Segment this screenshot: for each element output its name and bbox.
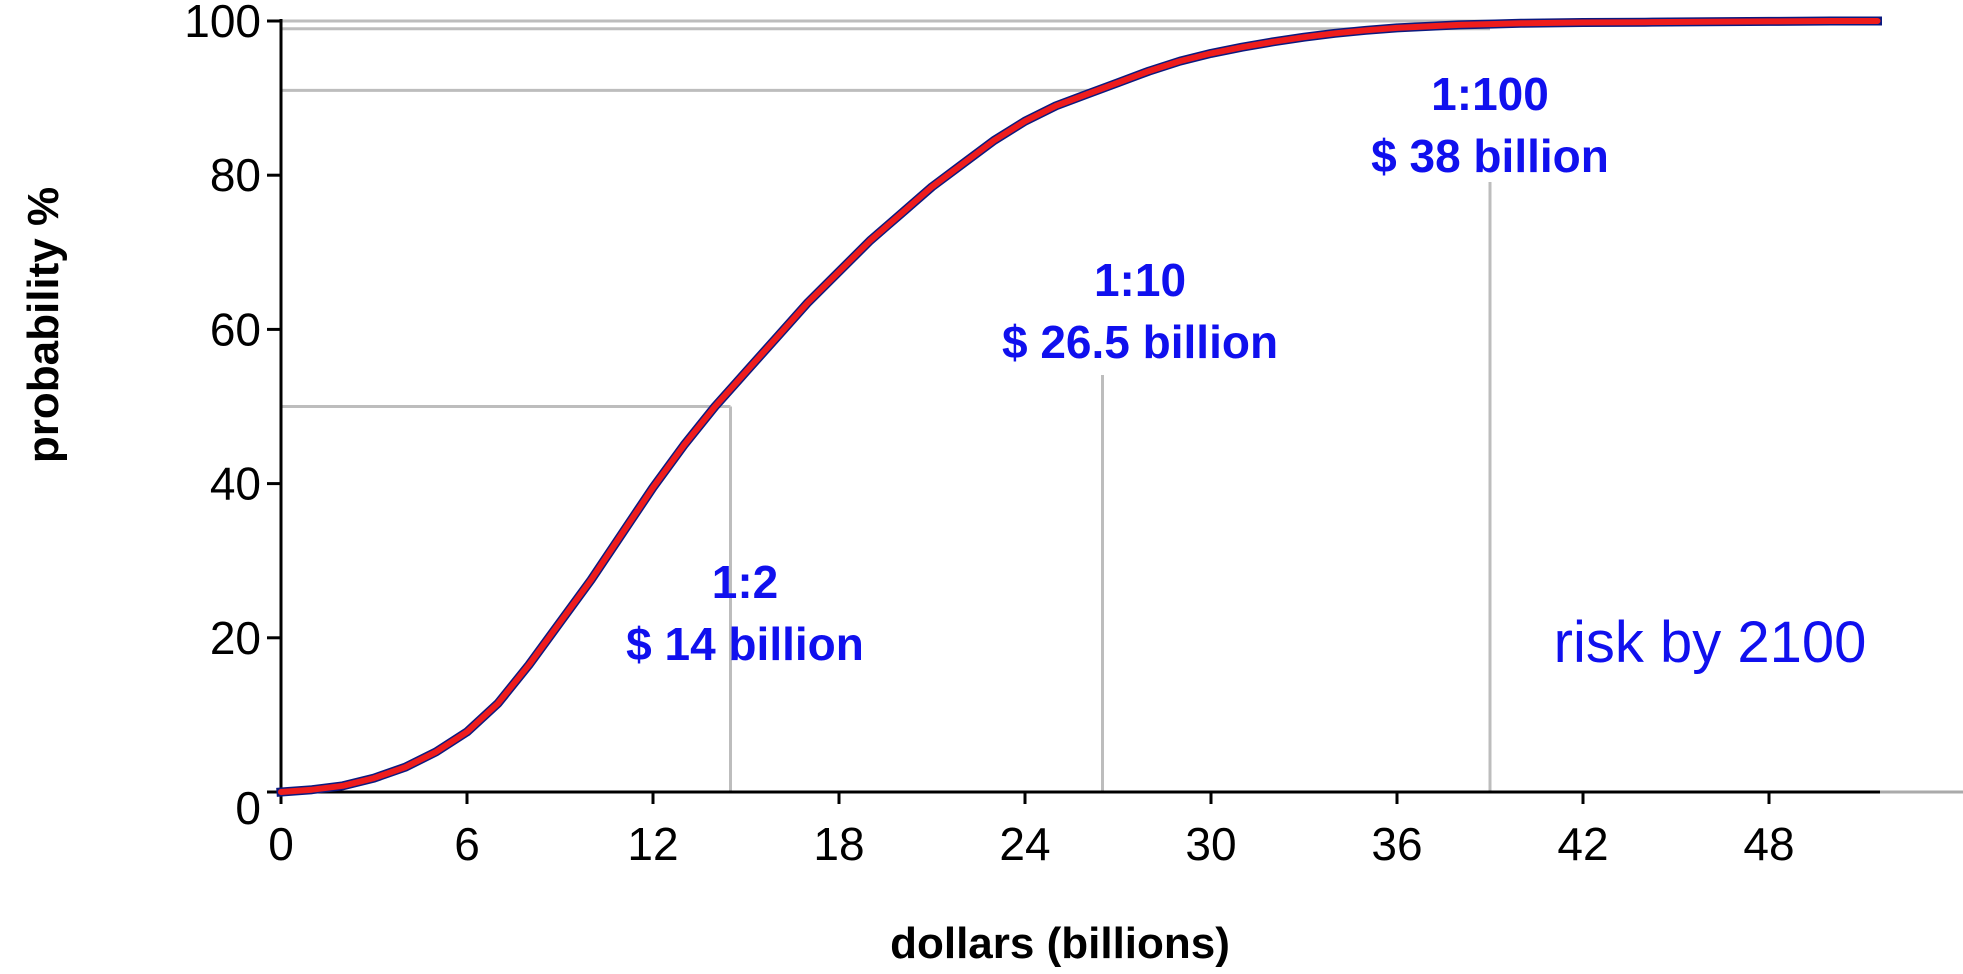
series-0-point	[1521, 23, 1522, 24]
series-0-point	[1831, 21, 1832, 22]
series-0-point	[343, 785, 344, 786]
annotation-value-1-2: $ 14 billion	[626, 618, 864, 670]
series-0-point	[622, 533, 623, 534]
series-0-point	[1769, 21, 1770, 22]
series-0-point	[1149, 71, 1150, 72]
series-0-point	[405, 767, 406, 768]
axes	[279, 19, 1963, 794]
series-0-point	[1304, 37, 1305, 38]
series-0-point	[808, 302, 809, 303]
series-0-point	[467, 731, 468, 732]
series-0-point	[1118, 82, 1119, 83]
series-0-point	[746, 371, 747, 372]
series-0-point	[1335, 33, 1336, 34]
series-0-point	[1490, 24, 1491, 25]
x-tick-label-0: 0	[268, 818, 294, 870]
series-0-point	[715, 406, 716, 407]
series-0-point	[1707, 21, 1708, 22]
series-0-point	[901, 213, 902, 214]
y-axis-title: probability %	[19, 187, 68, 463]
series-0-point	[529, 664, 530, 665]
y-tick-label-0: 0	[235, 782, 261, 834]
y-tick-label-20: 20	[210, 612, 261, 664]
series-0-point	[1583, 22, 1584, 23]
series-0-point	[1087, 94, 1088, 95]
series-0-point	[1056, 105, 1057, 106]
series-0-point	[281, 792, 282, 793]
series-0-point	[1459, 24, 1460, 25]
x-tick-label-48: 48	[1743, 818, 1794, 870]
series-0-point	[653, 487, 654, 488]
series-0-point	[932, 186, 933, 187]
y-tick-label-100: 100	[184, 0, 261, 47]
series-0-point	[1273, 41, 1274, 42]
x-tick-label-36: 36	[1371, 818, 1422, 870]
series-0-point	[498, 703, 499, 704]
series-0-point	[963, 163, 964, 164]
series-0-point	[436, 751, 437, 752]
annotation-value-1-10: $ 26.5 billion	[1002, 316, 1278, 368]
series-0-point	[312, 789, 313, 790]
x-tick-label-18: 18	[813, 818, 864, 870]
x-tick-label-6: 6	[454, 818, 480, 870]
risk-note: risk by 2100	[1554, 610, 1867, 675]
series-0-point	[1180, 61, 1181, 62]
ticks: 0 6 12 18 24 30 36 42 48 0 20 40 60 80 100	[184, 0, 1794, 870]
y-tick-label-60: 60	[210, 303, 261, 355]
series-0-point	[374, 778, 375, 779]
series-0-point	[560, 622, 561, 623]
annotation-ratio-1-2: 1:2	[712, 556, 778, 608]
y-tick-label-80: 80	[210, 149, 261, 201]
series-0-point	[1428, 26, 1429, 27]
series-0-point	[1211, 53, 1212, 54]
series-0-point	[1242, 47, 1243, 48]
series-0-point	[994, 140, 995, 141]
x-tick-label-42: 42	[1557, 818, 1608, 870]
annotation-ratio-1-100: 1:100	[1431, 68, 1549, 120]
x-tick-label-12: 12	[627, 818, 678, 870]
reference-lines	[281, 19, 1880, 792]
series-0-point	[870, 240, 871, 241]
series-0-point	[591, 579, 592, 580]
series-0-point	[1366, 30, 1367, 31]
curves	[276, 16, 1882, 797]
series-0-point	[1397, 27, 1398, 28]
y-tick-label-40: 40	[210, 458, 261, 510]
x-axis-title: dollars (billions)	[890, 919, 1230, 968]
annotation-value-1-100: $ 38 billion	[1371, 130, 1609, 182]
x-tick-label-24: 24	[999, 818, 1050, 870]
series-0-point	[1025, 121, 1026, 122]
series-0-point	[1877, 21, 1878, 22]
series-0-point	[684, 445, 685, 446]
annotation-ratio-1-10: 1:10	[1094, 254, 1186, 306]
x-tick-label-30: 30	[1185, 818, 1236, 870]
series-0-point	[1645, 22, 1646, 23]
series-0-point	[777, 337, 778, 338]
series-0-line	[278, 18, 1881, 795]
series-0-point	[839, 271, 840, 272]
